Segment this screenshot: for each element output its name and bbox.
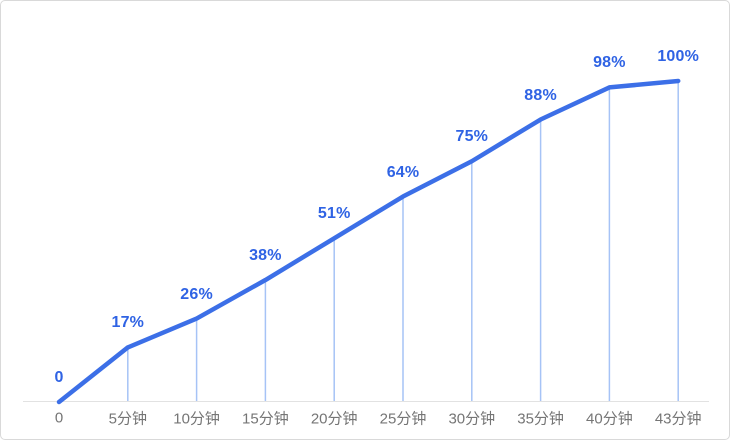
series-line [56, 78, 681, 405]
